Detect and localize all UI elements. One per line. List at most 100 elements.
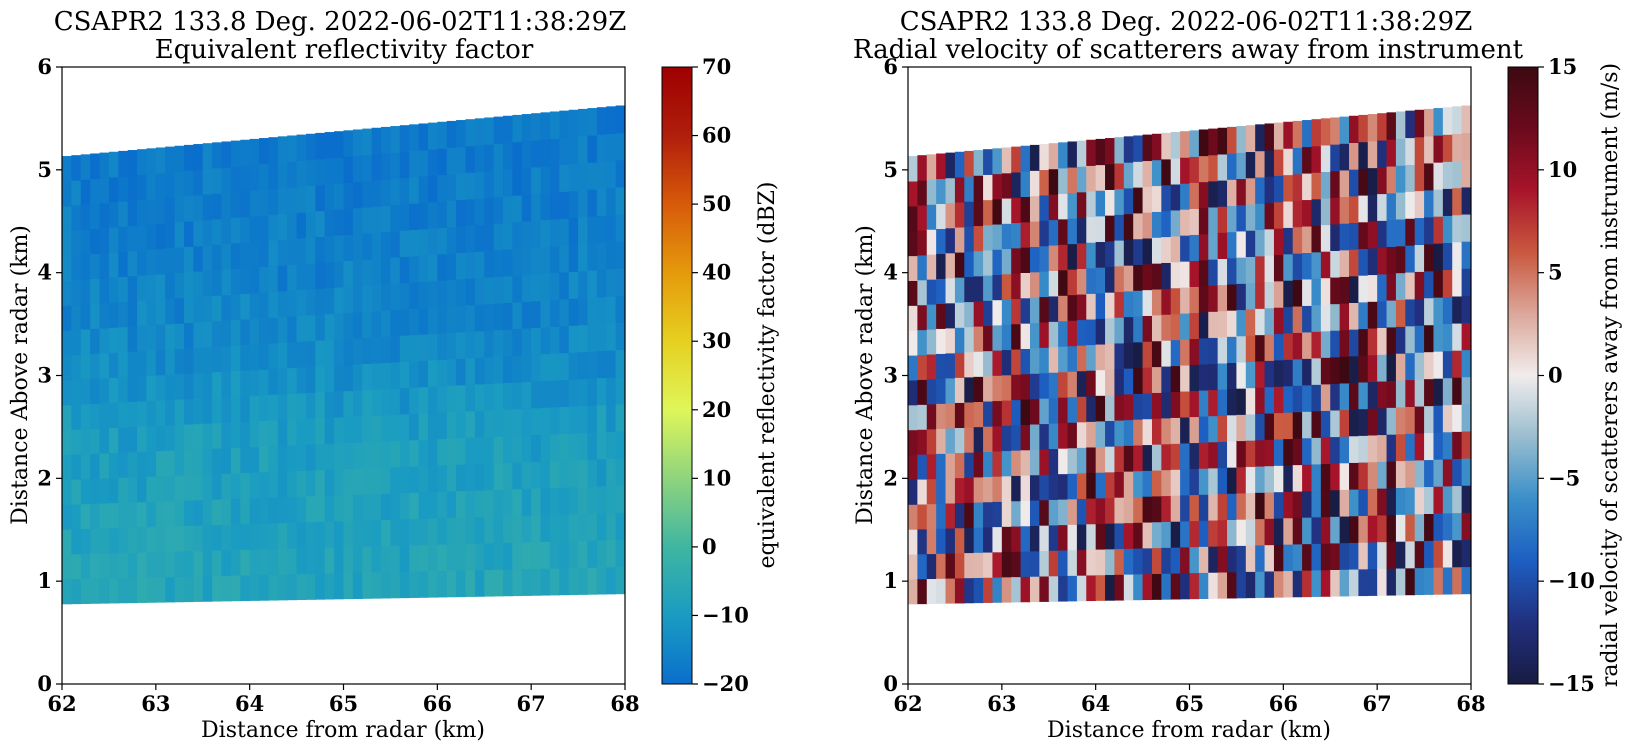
radar-cell: [1339, 515, 1350, 544]
radar-cell: [1227, 310, 1238, 337]
radar-cell: [1020, 221, 1031, 248]
radar-cell: [1292, 226, 1303, 254]
radar-cell: [146, 501, 157, 528]
radar-cell: [1189, 494, 1200, 522]
radar-cell: [277, 574, 288, 601]
radar-cell: [1245, 492, 1256, 520]
radar-cell: [1039, 169, 1050, 196]
radar-cell: [212, 473, 223, 500]
radar-cell: [240, 165, 251, 192]
radar-cell: [992, 350, 1003, 376]
radar-cell: [578, 108, 589, 137]
radar-cell: [945, 152, 956, 179]
radar-cell: [1142, 289, 1153, 316]
radar-cell: [964, 527, 975, 554]
radar-cell: [1320, 489, 1331, 518]
radar-cell: [474, 569, 485, 597]
radar-cell: [503, 409, 513, 437]
radar-cell: [80, 403, 91, 430]
radar-cell: [973, 200, 984, 227]
radar-cell: [437, 385, 448, 413]
radar-cell: [1058, 575, 1069, 602]
radar-cell: [437, 570, 448, 598]
radar-cell: [1377, 380, 1388, 409]
radar-cell: [1424, 243, 1435, 272]
radar-cell: [973, 552, 984, 578]
radar-cell: [926, 229, 937, 255]
radar-cell: [1133, 264, 1144, 291]
radar-cell: [1405, 218, 1416, 246]
radar-cell: [1395, 541, 1406, 569]
radar-cell: [512, 408, 523, 436]
radar-cell: [512, 515, 523, 543]
radar-cell: [578, 513, 589, 541]
radar-cell: [503, 115, 513, 144]
radar-cell: [99, 327, 110, 354]
radar-cell: [1405, 433, 1416, 461]
radar-cell: [155, 349, 166, 376]
radar-cell: [615, 403, 625, 432]
radar-cell: [127, 326, 138, 352]
radar-cell: [62, 205, 72, 232]
radar-cell: [437, 253, 448, 281]
radar-cell: [1330, 489, 1341, 517]
radar-cell: [1020, 576, 1031, 603]
radar-cell: [80, 204, 91, 230]
radar-cell: [1020, 272, 1031, 299]
radar-cell: [1170, 547, 1181, 574]
radar-cell: [578, 378, 589, 407]
radar-cell: [606, 485, 617, 514]
radar-cell: [446, 332, 457, 360]
radar-cell: [418, 518, 429, 546]
radar-cell: [1105, 189, 1116, 216]
radar-cell: [146, 350, 157, 376]
radar-cell: [137, 426, 148, 452]
radar-cell: [615, 539, 625, 568]
radar-cell: [174, 221, 185, 248]
radar-cell: [1320, 516, 1331, 544]
radar-cell: [1405, 325, 1416, 354]
radar-cell: [549, 326, 560, 354]
radar-cell: [1320, 410, 1331, 438]
radar-cell: [324, 365, 335, 393]
radar-cell: [305, 211, 316, 238]
radar-cell: [202, 473, 213, 500]
radar-cell: [964, 401, 975, 428]
radar-cell: [474, 251, 485, 279]
radar-cell: [992, 274, 1003, 301]
radar-cell: [221, 473, 232, 500]
radar-cell: [277, 471, 288, 498]
radar-cell: [390, 309, 401, 337]
radar-cell: [1442, 377, 1453, 406]
radar-cell: [1433, 432, 1444, 460]
radar-cell: [917, 454, 928, 480]
radar-cell: [465, 198, 476, 226]
radar-cell: [908, 355, 918, 381]
radar-cell: [155, 324, 166, 351]
radar-cell: [1198, 494, 1209, 521]
radar-cell: [390, 335, 401, 363]
radar-cell: [973, 150, 984, 176]
velocity-subtitle: Radial velocity of scatterers away from …: [853, 35, 1524, 65]
radar-cell: [1302, 199, 1313, 227]
radar-cell: [343, 312, 354, 340]
radar-cell: [1320, 330, 1331, 358]
radar-cell: [964, 452, 975, 478]
radar-cell: [1001, 500, 1012, 527]
radar-cell: [249, 318, 260, 345]
radar-cell: [1339, 196, 1350, 224]
radar-cell: [240, 421, 251, 448]
radar-cell: [917, 354, 928, 380]
radar-cell: [1142, 521, 1153, 549]
radar-cell: [1198, 129, 1209, 157]
radar-cell: [1386, 165, 1397, 194]
radar-cell: [277, 213, 288, 240]
radar-cell: [259, 292, 270, 319]
radar-cell: [1161, 391, 1172, 419]
radar-cell: [540, 192, 551, 221]
radar-cell: [973, 426, 984, 453]
radar-cell: [1048, 575, 1059, 602]
radar-cell: [1189, 364, 1200, 392]
radar-cell: [1161, 340, 1172, 367]
